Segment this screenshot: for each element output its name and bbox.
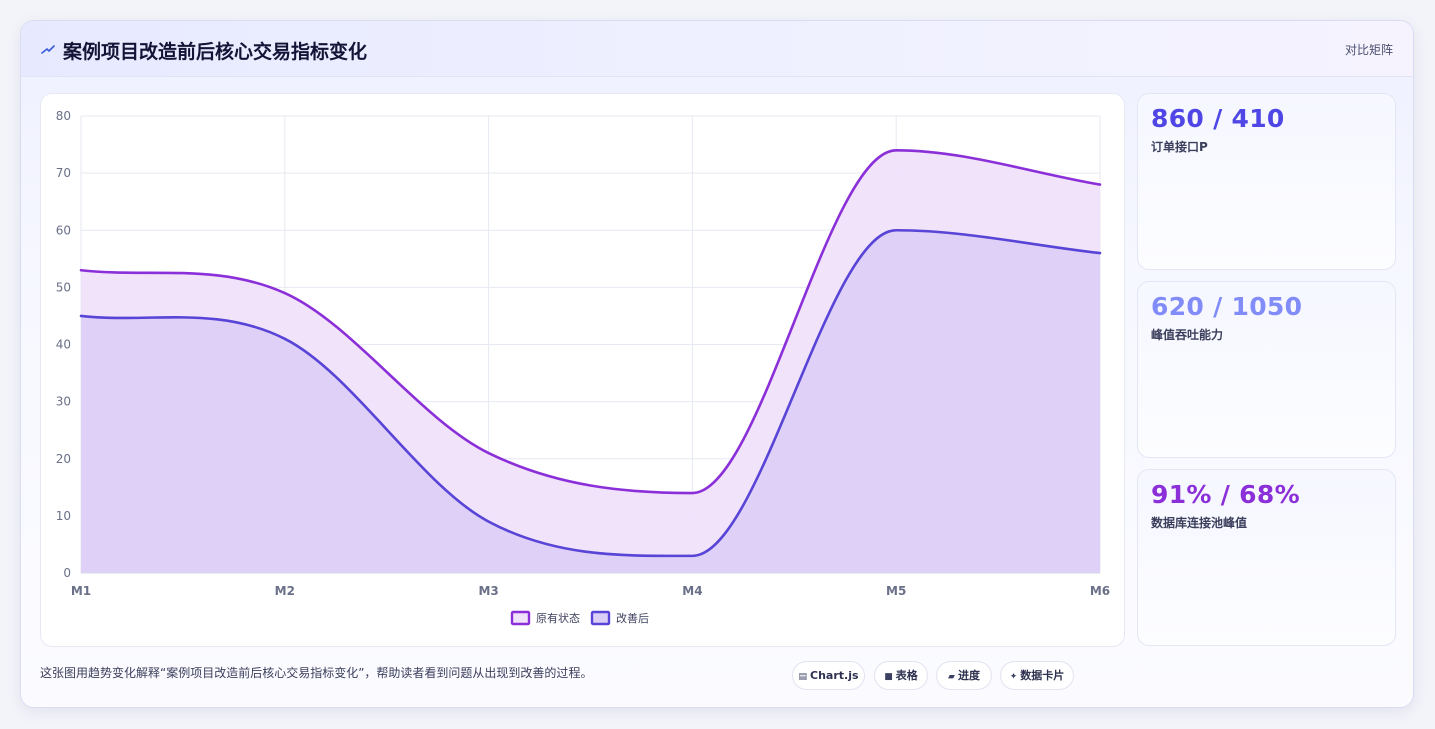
stat-value: 860 / 410 — [1151, 104, 1285, 133]
x-tick-label: M5 — [886, 584, 906, 598]
y-tick-label: 20 — [56, 452, 71, 466]
page-title: 案例项目改造前后核心交易指标变化 — [63, 41, 368, 63]
stat-value: 91% / 68% — [1151, 480, 1300, 509]
card-header: 案例项目改造前后核心交易指标变化 对比矩阵 — [21, 21, 1413, 77]
stat-card-peak-throughput: 620 / 1050 峰值吞吐能力 — [1137, 281, 1396, 458]
x-tick-label: M3 — [478, 584, 498, 598]
y-tick-label: 60 — [56, 223, 71, 237]
tag-label: 表格 — [895, 669, 918, 682]
chart-panel: 0 10 20 30 40 50 60 70 80 M1 M2 M3 M4 M5 M6 原有状态 改善后 — [40, 93, 1125, 647]
y-tick-label: 40 — [56, 338, 71, 352]
y-tick-label: 70 — [56, 166, 71, 180]
chart-zigzag-icon — [41, 45, 55, 54]
tag-label: Chart.js — [810, 669, 859, 682]
compare-matrix-link[interactable]: 对比矩阵 — [1344, 43, 1393, 57]
stat-card-order-api: 860 / 410 订单接口P — [1137, 93, 1396, 270]
series-line-1 — [79, 228, 1102, 558]
y-tick-label: 0 — [63, 566, 71, 580]
tag-table[interactable]: ■ 表格 — [874, 661, 928, 690]
tag-progress[interactable]: ▰ 进度 — [936, 661, 992, 690]
tag-label: 进度 — [957, 669, 980, 682]
stat-card-db-pool: 91% / 68% 数据库连接池峰值 — [1137, 469, 1396, 646]
legend-swatch-0 — [510, 610, 531, 626]
tag-chartjs[interactable]: ▤ Chart.js — [792, 661, 865, 690]
x-tick-label: M6 — [1090, 584, 1110, 598]
y-tick-label: 30 — [56, 395, 71, 409]
x-tick-label: M4 — [682, 584, 702, 598]
legend-label-1: 改善后 — [616, 611, 649, 625]
tag-data-card[interactable]: ✦ 数据卡片 — [1000, 661, 1074, 690]
y-tick-label: 50 — [56, 280, 71, 294]
chart-description: 这张图用趋势变化解释“案例项目改造前后核心交易指标变化”，帮助读者看到问题从出现… — [40, 666, 593, 680]
sparkle-icon: ✦ — [1009, 672, 1018, 682]
x-tick-label: M1 — [71, 584, 91, 598]
area-chart: 0 10 20 30 40 50 60 70 80 M1 M2 M3 M4 M5 M6 原有状态 改善后 — [56, 109, 1110, 626]
legend-swatch-1 — [590, 610, 611, 626]
stat-value: 620 / 1050 — [1151, 292, 1303, 321]
stat-label: 订单接口P — [1151, 140, 1208, 154]
series-area-1 — [81, 230, 1100, 573]
stat-label: 数据库连接池峰值 — [1151, 516, 1248, 530]
y-tick-label: 80 — [56, 109, 71, 123]
stat-label: 峰值吞吐能力 — [1151, 328, 1224, 342]
legend-label-0: 原有状态 — [536, 611, 580, 625]
y-tick-label: 10 — [56, 509, 71, 523]
chart-icon: ▤ — [798, 672, 807, 682]
series-line-0 — [79, 148, 1102, 495]
dashboard-card: 案例项目改造前后核心交易指标变化 对比矩阵 0 10 20 30 40 50 60 70 80 M… — [20, 20, 1414, 708]
table-icon: ■ — [884, 672, 893, 682]
progress-icon: ▰ — [948, 672, 955, 682]
x-tick-label: M2 — [275, 584, 295, 598]
tag-label: 数据卡片 — [1020, 669, 1065, 682]
